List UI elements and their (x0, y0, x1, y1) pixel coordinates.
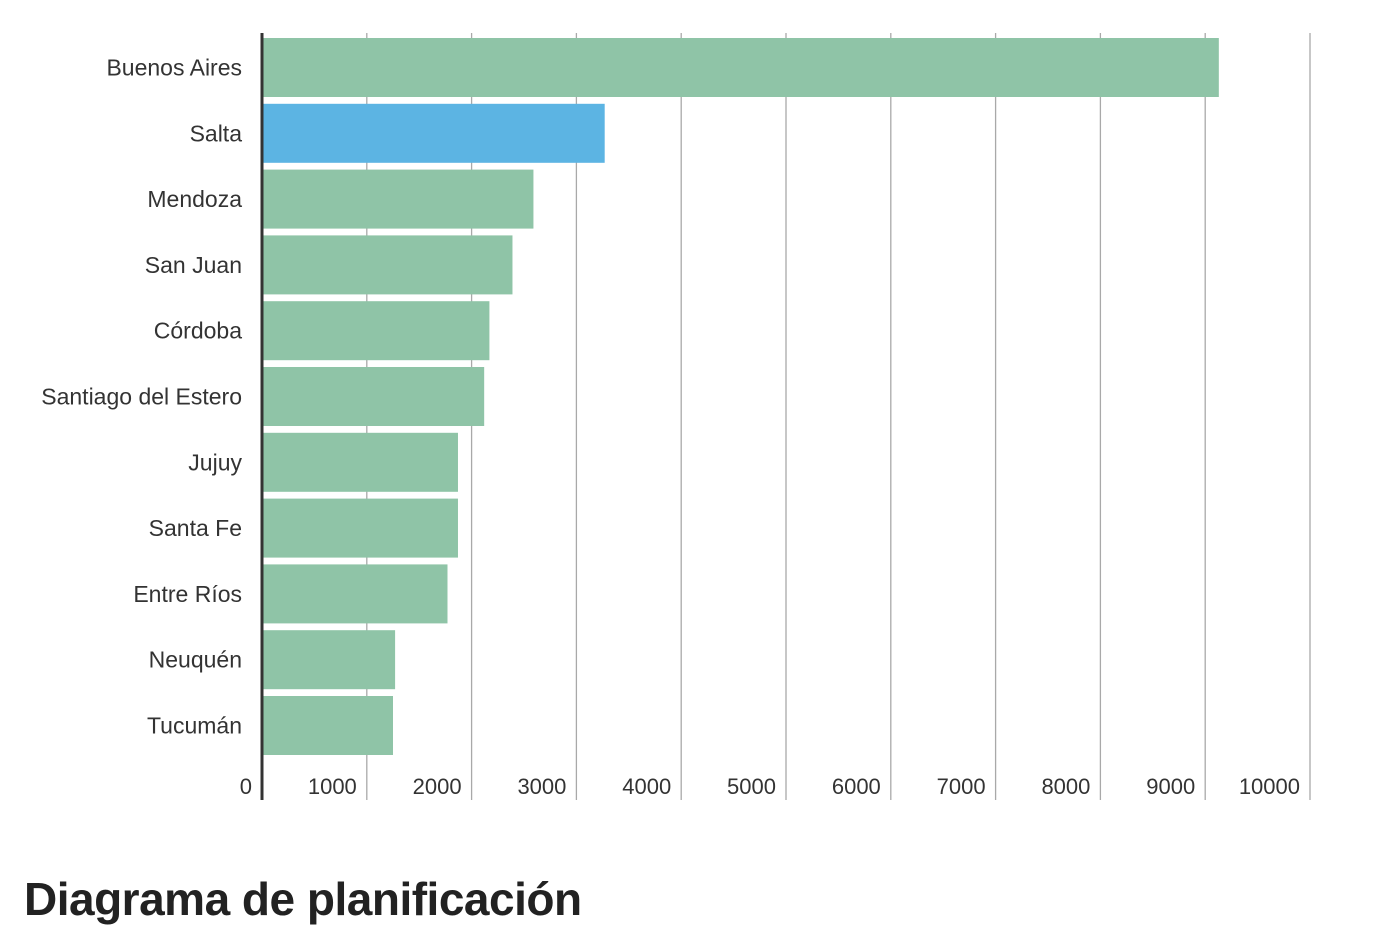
category-label: Jujuy (188, 449, 242, 475)
x-tick-label: 4000 (622, 774, 671, 799)
bar-neuqu-n (262, 630, 396, 690)
bar-buenos-aires (262, 38, 1219, 97)
page-heading: Diagrama de planificación (24, 873, 582, 925)
category-label: Entre Ríos (133, 581, 242, 607)
category-label: Santa Fe (149, 515, 242, 541)
x-tick-label: 2000 (413, 774, 462, 799)
bar-jujuy (262, 432, 458, 492)
bar-c-rdoba (262, 301, 490, 361)
category-label: Mendoza (147, 186, 242, 212)
x-tick-label: 10000 (1239, 774, 1300, 799)
category-label: Tucumán (147, 713, 242, 739)
category-label: Córdoba (154, 318, 242, 344)
x-tick-label: 6000 (832, 774, 881, 799)
bar-san-juan (262, 235, 513, 295)
bar-chart: Buenos Aires Salta Mendoza San Juan Córdoba S… (41, 33, 1311, 800)
category-label: Buenos Aires (106, 55, 242, 81)
bar-santiago-del-estero (262, 367, 485, 426)
bar-salta (262, 103, 605, 163)
category-label: Santiago del Estero (41, 384, 242, 410)
x-tick-label: 9000 (1146, 774, 1195, 799)
x-tick-label: 7000 (937, 774, 986, 799)
x-tick-label: 3000 (517, 774, 566, 799)
x-tick-label: 1000 (308, 774, 357, 799)
category-label: Neuquén (149, 647, 242, 673)
category-label: Salta (190, 120, 243, 146)
bar-entre-r-os (262, 564, 448, 624)
x-tick-label: 0 (240, 774, 252, 799)
bar-santa-fe (262, 498, 458, 558)
x-tick-label: 5000 (727, 774, 776, 799)
bar-tucum-n (262, 696, 393, 755)
bar-mendoza (262, 169, 534, 229)
category-label: San Juan (145, 252, 242, 278)
x-tick-label: 8000 (1041, 774, 1090, 799)
